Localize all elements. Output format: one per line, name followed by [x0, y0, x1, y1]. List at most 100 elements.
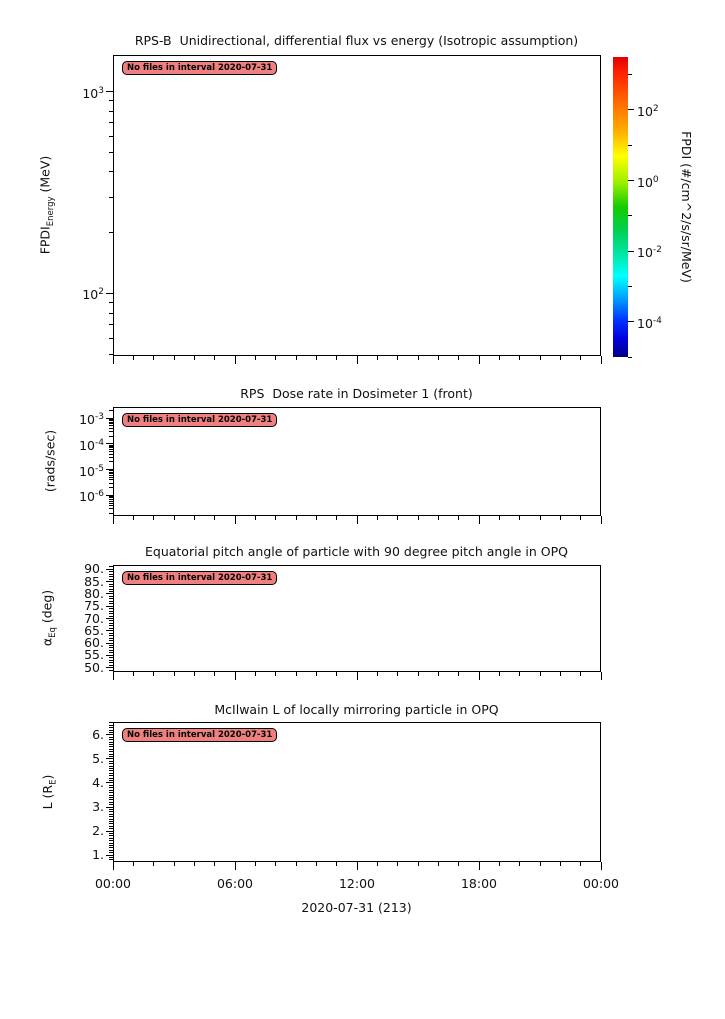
x-minor-tick [580, 862, 582, 866]
y-minor-tick [109, 470, 113, 472]
x-minor-tick [295, 516, 297, 520]
x-minor-tick [153, 672, 155, 676]
y-minor-tick [109, 498, 113, 500]
y-tick-label: 5. [92, 750, 104, 766]
x-minor-tick [254, 672, 256, 676]
x-minor-tick [173, 672, 175, 676]
y-minor-tick [109, 856, 113, 858]
no-files-badge: No files in interval 2020-07-31 [122, 413, 278, 427]
x-minor-tick [519, 516, 521, 520]
plot-area-dose: No files in interval 2020-07-31 [113, 407, 601, 516]
colorbar-major-tick [628, 180, 634, 182]
x-minor-tick [458, 862, 460, 866]
x-minor-tick [193, 672, 195, 676]
y-minor-tick [109, 784, 113, 786]
y-tick-label: 10-3 [79, 412, 104, 428]
y-major-tick [106, 642, 113, 644]
y-minor-tick [109, 588, 113, 590]
time-tick-label: 00:00 [94, 876, 132, 891]
x-major-tick [478, 862, 480, 870]
y-minor-tick [109, 474, 113, 476]
y-minor-tick [109, 513, 113, 514]
y-minor-tick [109, 449, 113, 451]
y-minor-tick [109, 444, 113, 446]
y-minor-tick [109, 816, 113, 818]
colorbar-tick-label: 100 [637, 174, 659, 190]
y-minor-tick [109, 849, 113, 851]
x-minor-tick [132, 862, 134, 866]
y-major-tick [106, 654, 113, 656]
x-minor-tick [254, 516, 256, 520]
y-tick-label: 65. [84, 622, 104, 638]
y-minor-tick [109, 799, 113, 801]
x-minor-tick [498, 516, 500, 520]
y-axis-label-text: (MeV) [37, 155, 53, 197]
x-major-tick [356, 516, 358, 524]
x-major-tick [478, 516, 480, 524]
colorbar-minor-tick [628, 215, 632, 217]
y-minor-tick [109, 792, 113, 794]
x-minor-tick [417, 672, 419, 676]
y-minor-tick [109, 772, 113, 774]
y-axis-label-text: Energy [46, 196, 56, 227]
y-minor-tick [109, 794, 113, 796]
y-major-tick [106, 618, 113, 619]
y-minor-tick [109, 804, 113, 806]
x-major-tick [478, 356, 480, 364]
x-minor-tick [193, 862, 195, 866]
y-minor-tick [109, 473, 113, 475]
y-minor-tick [109, 586, 113, 588]
y-minor-tick [109, 502, 113, 504]
x-minor-tick [437, 862, 439, 866]
y-minor-tick [109, 787, 113, 789]
y-minor-tick [109, 122, 113, 124]
colorbar-major-tick [628, 109, 634, 111]
y-minor-tick [109, 100, 113, 102]
x-minor-tick [132, 356, 134, 360]
y-minor-tick [109, 842, 113, 844]
y-minor-tick [109, 801, 113, 803]
y-minor-tick [109, 409, 113, 411]
y-major-tick [106, 292, 113, 294]
x-major-tick [356, 356, 358, 364]
y-tick-label: 3. [92, 799, 104, 814]
x-major-tick [234, 516, 236, 524]
x-minor-tick [214, 516, 216, 520]
y-major-tick [106, 630, 113, 632]
x-minor-tick [417, 516, 419, 520]
y-minor-tick [109, 859, 113, 861]
x-minor-tick [132, 516, 134, 520]
y-minor-tick [109, 835, 113, 837]
y-minor-tick [109, 476, 113, 478]
x-minor-tick [539, 516, 541, 520]
x-major-tick [112, 356, 114, 364]
x-minor-tick [315, 862, 317, 866]
x-minor-tick [173, 862, 175, 866]
y-minor-tick [109, 425, 113, 427]
y-tick-label: 1. [92, 847, 104, 863]
y-minor-tick [109, 591, 113, 592]
y-minor-tick [109, 576, 113, 578]
y-minor-tick [109, 729, 113, 731]
x-minor-tick [173, 516, 175, 520]
x-major-tick [112, 672, 114, 680]
colorbar-gradient [613, 57, 628, 357]
x-minor-tick [437, 356, 439, 360]
y-minor-tick [109, 813, 113, 815]
y-minor-tick [109, 760, 113, 762]
y-minor-tick [109, 608, 113, 610]
y-minor-tick [109, 789, 113, 791]
y-minor-tick [109, 722, 113, 724]
x-minor-tick [417, 356, 419, 360]
y-minor-tick [109, 496, 113, 498]
panel-title-dose: RPS Dose rate in Dosimeter 1 (front) [240, 386, 473, 401]
y-minor-tick [109, 741, 113, 743]
x-minor-tick [153, 516, 155, 520]
y-tick-label: 80. [84, 585, 104, 601]
y-minor-tick [109, 753, 113, 755]
y-minor-tick [109, 312, 113, 314]
y-minor-tick [109, 823, 113, 825]
y-minor-tick [109, 610, 113, 612]
y-minor-tick [109, 777, 113, 779]
x-minor-tick [193, 356, 195, 360]
